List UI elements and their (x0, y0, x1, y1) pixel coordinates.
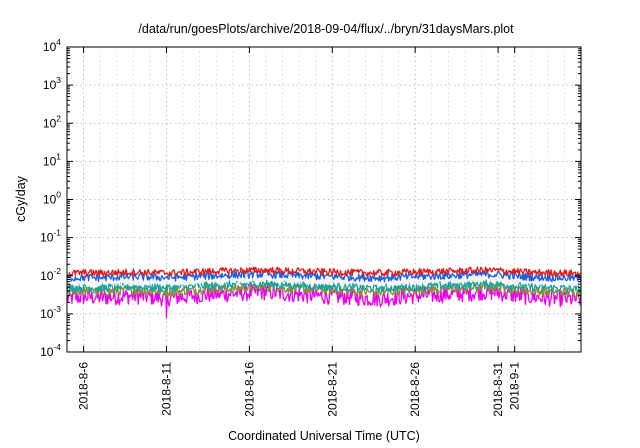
x-tick-label: 2018-8-21 (325, 362, 339, 417)
y-tick-label: 104 (43, 37, 61, 54)
x-axis-label: Coordinated Universal Time (UTC) (228, 429, 420, 443)
y-tick-label: 10-4 (40, 342, 61, 359)
series-line-blue (66, 270, 582, 283)
ticks (67, 46, 581, 353)
series-line-teal (66, 279, 582, 294)
y-tick-label: 101 (43, 151, 61, 168)
y-tick-label: 103 (43, 75, 61, 92)
x-tick-label: 2018-8-16 (242, 362, 256, 417)
x-tick-label: 2018-8-6 (77, 362, 91, 410)
y-tick-label: 102 (43, 113, 61, 130)
chart-title: /data/run/goesPlots/archive/2018-09-04/f… (138, 22, 514, 36)
y-axis-label: cGy/day (14, 175, 28, 222)
series-line-magenta (66, 283, 582, 319)
x-tick-labels: 2018-8-6 2018-8-11 2018-8-16 2018-8-21 2018-… (77, 362, 522, 417)
grid (67, 47, 581, 352)
y-tick-label: 10-1 (40, 228, 61, 245)
series-line-red (66, 266, 582, 278)
x-tick-label: 2018-8-26 (408, 362, 422, 417)
x-tick-label: 2018-8-11 (159, 362, 173, 416)
x-tick-label: 2018-9-1 (508, 362, 522, 410)
series-layer (66, 266, 582, 319)
x-tick-label: 2018-8-31 (491, 362, 505, 417)
y-tick-labels: 10-4 10-3 10-2 10-1 100 101 102 103 104 (40, 37, 61, 359)
y-tick-label: 100 (43, 190, 61, 207)
y-tick-label: 10-3 (40, 304, 61, 321)
y-tick-label: 10-2 (40, 266, 61, 283)
